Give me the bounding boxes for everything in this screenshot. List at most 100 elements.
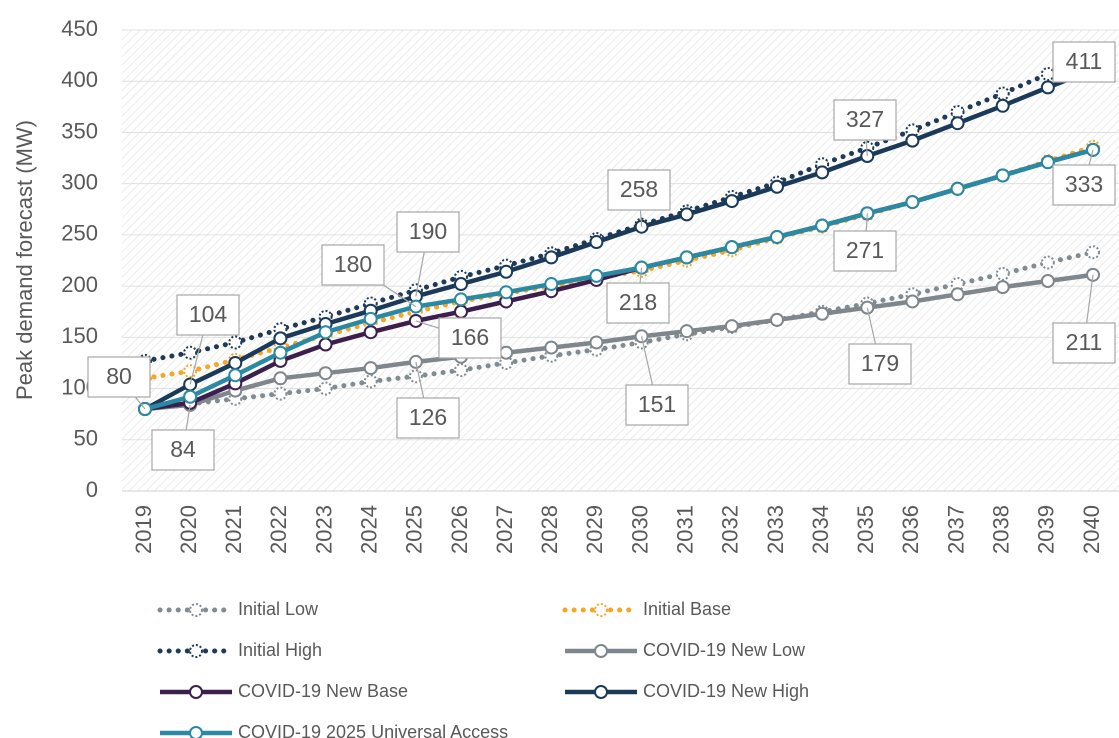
- data-label: 151: [638, 391, 676, 417]
- point-marker: [363, 325, 378, 340]
- x-tick-label: 2024: [357, 505, 382, 554]
- legend-marker: [594, 644, 608, 658]
- legend-label: COVID-19 New Low: [643, 640, 806, 660]
- point-marker: [318, 366, 333, 381]
- point-marker: [950, 116, 965, 131]
- x-tick-label: 2028: [537, 505, 562, 554]
- data-label: 271: [846, 237, 884, 263]
- data-label: 211: [1066, 329, 1103, 355]
- point-marker: [815, 218, 830, 233]
- point-marker: [1040, 273, 1055, 288]
- label-box: [606, 282, 670, 324]
- x-tick-label: 2039: [1034, 505, 1059, 554]
- legend-label: COVID-19 New Base: [238, 681, 408, 701]
- point-marker: [544, 277, 559, 292]
- x-tick-label: 2034: [808, 505, 833, 554]
- point-marker: [995, 280, 1010, 295]
- point-marker: [905, 133, 920, 148]
- point-marker: [273, 331, 288, 346]
- data-label: 179: [861, 350, 899, 376]
- x-tick-label: 2020: [176, 505, 201, 554]
- point-marker: [1040, 67, 1055, 82]
- legend-label: Initial Base: [643, 599, 731, 619]
- point-marker: [1040, 155, 1055, 170]
- y-tick-label: 400: [61, 67, 98, 92]
- x-tick-label: 2023: [311, 505, 336, 554]
- data-label: 126: [409, 404, 447, 430]
- point-marker: [499, 345, 514, 360]
- point-marker: [770, 229, 784, 244]
- point-marker: [1040, 255, 1055, 270]
- x-tick-label: 2032: [718, 505, 743, 554]
- x-tick-label: 2030: [627, 505, 652, 554]
- point-marker: [589, 268, 604, 283]
- point-marker: [950, 104, 965, 119]
- legend-marker: [594, 603, 608, 617]
- point-marker: [770, 312, 784, 327]
- plot-background: [122, 30, 1119, 491]
- point-marker: [679, 250, 694, 265]
- point-marker: [228, 355, 243, 370]
- legend-label: Initial High: [238, 640, 322, 660]
- point-marker: [454, 277, 468, 292]
- x-tick-label: 2036: [898, 505, 923, 554]
- point-marker: [363, 374, 378, 389]
- data-label: 327: [846, 106, 884, 132]
- x-tick-label: 2038: [989, 505, 1014, 554]
- series-line: [144, 147, 1094, 412]
- data-label: 411: [1066, 48, 1103, 74]
- data-label: 190: [409, 218, 447, 244]
- label-box: [438, 317, 502, 359]
- label-box: [321, 244, 385, 286]
- point-marker: [183, 389, 198, 404]
- label-box: [176, 294, 240, 336]
- data-label: 84: [170, 436, 196, 462]
- point-marker: [454, 363, 468, 378]
- point-marker: [544, 340, 559, 355]
- label-box: [625, 384, 689, 426]
- point-marker: [273, 386, 288, 401]
- label-box: [151, 429, 215, 471]
- point-marker: [183, 345, 198, 360]
- label-box: [1052, 41, 1116, 83]
- point-marker: [995, 98, 1010, 113]
- label-box: [833, 99, 897, 141]
- series-line: [142, 249, 1096, 412]
- label-box: [396, 211, 460, 253]
- y-tick-label: 450: [61, 16, 98, 41]
- point-marker: [724, 240, 739, 255]
- point-marker: [363, 311, 378, 326]
- y-axis-title: Peak demand forecast (MW): [12, 120, 37, 400]
- x-tick-label: 2022: [266, 505, 291, 554]
- legend-marker: [189, 726, 203, 738]
- point-marker: [589, 235, 604, 250]
- x-tick-label: 2037: [943, 505, 968, 554]
- data-label: 218: [619, 289, 657, 315]
- point-marker: [905, 195, 920, 210]
- data-label: 166: [451, 324, 489, 350]
- x-tick-label: 2021: [221, 505, 246, 554]
- point-marker: [228, 335, 243, 350]
- point-marker: [679, 324, 694, 339]
- label-box: [87, 356, 151, 398]
- x-tick-label: 2033: [763, 505, 788, 554]
- point-marker: [724, 194, 739, 209]
- point-marker: [1086, 245, 1100, 260]
- point-marker: [815, 306, 830, 321]
- data-label: 258: [620, 176, 658, 202]
- point-marker: [318, 337, 333, 352]
- point-marker: [318, 381, 333, 396]
- series-line: [144, 272, 1094, 412]
- series-line: [143, 67, 1094, 412]
- point-marker: [995, 168, 1010, 183]
- point-marker: [905, 294, 920, 309]
- point-marker: [770, 179, 784, 194]
- label-box: [396, 397, 460, 439]
- x-tick-label: 2029: [582, 505, 607, 554]
- point-marker: [815, 165, 830, 180]
- point-marker: [950, 287, 965, 302]
- point-marker: [454, 292, 468, 307]
- point-marker: [499, 264, 514, 279]
- point-marker: [273, 345, 288, 360]
